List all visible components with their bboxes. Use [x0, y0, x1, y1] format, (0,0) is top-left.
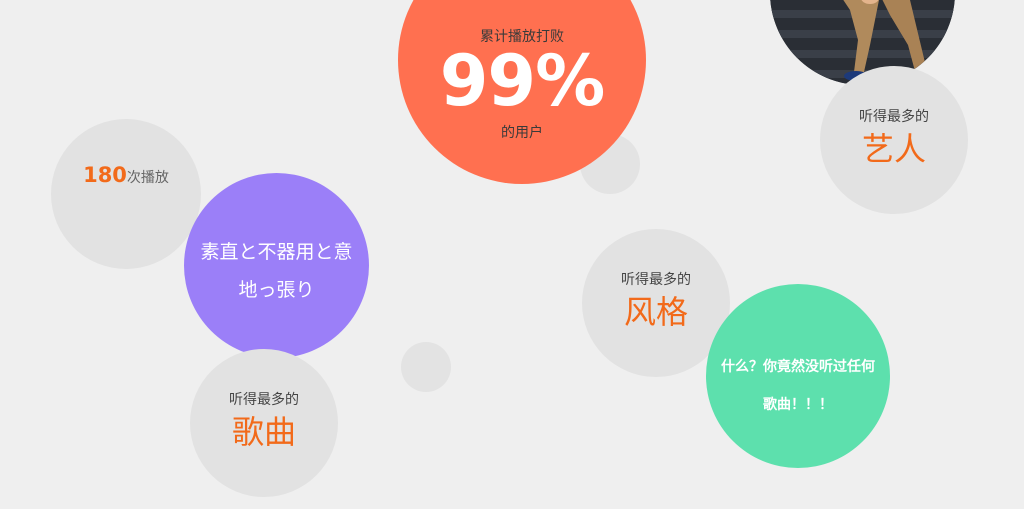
- top-song-value: 歌曲: [231, 413, 296, 451]
- no-genre-message-line2: 歌曲！！！: [763, 397, 833, 413]
- top-genre-bubble: 听得最多的 风格: [582, 229, 730, 377]
- top-song-title-bubble: 素直と不器用と意 地っ張り: [184, 173, 369, 358]
- top-genre-value: 风格: [623, 293, 688, 331]
- top-song-title: 素直と不器用と意 地っ張り: [192, 233, 361, 309]
- no-genre-message-line1: 什么？你竟然没听过任何: [721, 359, 875, 375]
- percent-caption-bottom: 的用户: [501, 125, 543, 141]
- play-count-suffix: 次播放: [126, 170, 169, 186]
- percent-caption-top: 累计播放打败: [480, 29, 564, 45]
- top-song-bubble: 听得最多的 歌曲: [190, 349, 338, 497]
- top-genre-label: 听得最多的: [621, 272, 691, 288]
- top-artist-bubble: 听得最多的 艺人: [820, 66, 968, 214]
- play-count-text: 180次播放: [51, 163, 201, 187]
- no-genre-message-bubble: 什么？你竟然没听过任何 歌曲！！！: [706, 284, 890, 468]
- top-artist-label: 听得最多的: [859, 109, 929, 125]
- play-count-number: 180: [83, 163, 127, 187]
- top-artist-value: 艺人: [861, 130, 926, 168]
- top-song-title-line1: 素直と不器用と意: [200, 241, 353, 263]
- percent-value: 99%: [439, 40, 606, 122]
- top-song-label: 听得最多的: [229, 392, 299, 408]
- decorative-bubble: [401, 342, 451, 392]
- play-count-bubble: 180次播放: [51, 119, 201, 269]
- no-genre-message: 什么？你竟然没听过任何 歌曲！！！: [710, 348, 886, 424]
- top-song-title-line2: 地っ張り: [238, 279, 315, 301]
